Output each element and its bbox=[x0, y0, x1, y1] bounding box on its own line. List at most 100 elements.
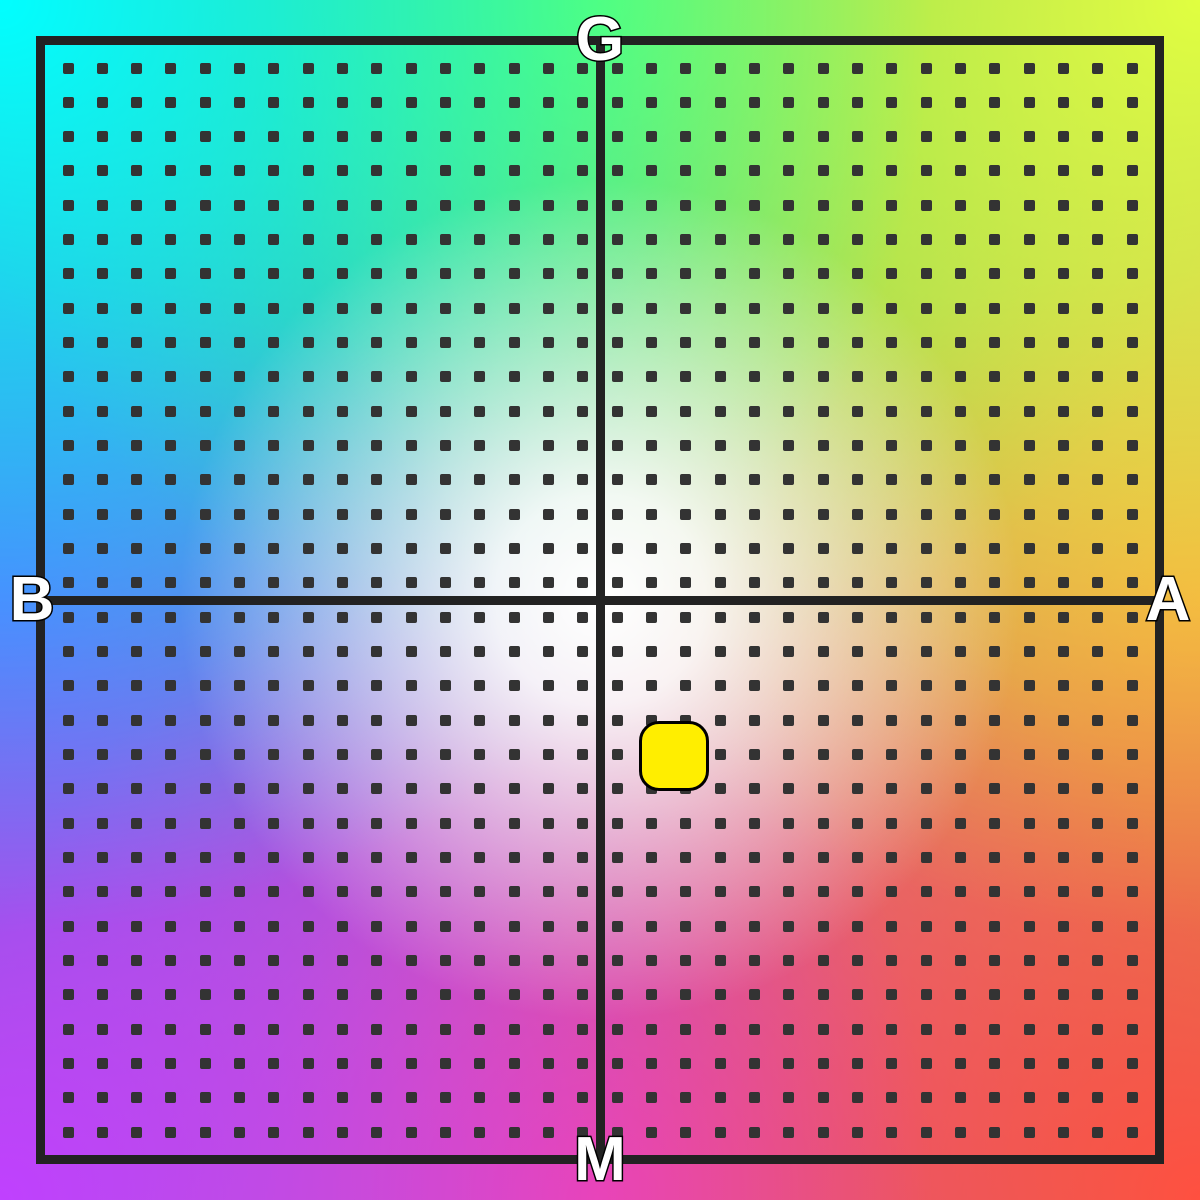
grid-dot bbox=[165, 1024, 176, 1035]
grid-dot bbox=[646, 165, 657, 176]
grid-dot bbox=[749, 1058, 760, 1069]
grid-dot bbox=[234, 921, 245, 932]
grid-dot bbox=[783, 406, 794, 417]
grid-dot bbox=[131, 97, 142, 108]
grid-dot bbox=[509, 440, 520, 451]
grid-dot bbox=[886, 612, 897, 623]
grid-dot bbox=[783, 200, 794, 211]
grid-dot bbox=[97, 955, 108, 966]
grid-dot bbox=[818, 509, 829, 520]
grid-dot bbox=[543, 577, 554, 588]
grid-dot bbox=[406, 749, 417, 760]
grid-dot bbox=[200, 406, 211, 417]
grid-dot bbox=[1092, 612, 1103, 623]
grid-dot bbox=[165, 474, 176, 485]
grid-dot bbox=[989, 1024, 1000, 1035]
grid-dot bbox=[921, 783, 932, 794]
grid-dot bbox=[406, 268, 417, 279]
grid-dot bbox=[715, 474, 726, 485]
grid-dot bbox=[337, 63, 348, 74]
grid-dot bbox=[303, 749, 314, 760]
grid-dot bbox=[852, 303, 863, 314]
grid-dot bbox=[268, 303, 279, 314]
grid-dot bbox=[1092, 680, 1103, 691]
grid-dot bbox=[1058, 886, 1069, 897]
grid-dot bbox=[371, 474, 382, 485]
grid-dot bbox=[749, 1024, 760, 1035]
grid-dot bbox=[1092, 406, 1103, 417]
grid-dot bbox=[1024, 440, 1035, 451]
grid-dot bbox=[268, 131, 279, 142]
grid-dot bbox=[234, 1092, 245, 1103]
grid-dot bbox=[680, 200, 691, 211]
grid-dot bbox=[337, 440, 348, 451]
grid-dot bbox=[543, 1024, 554, 1035]
grid-dot bbox=[97, 989, 108, 1000]
grid-dot bbox=[577, 1092, 588, 1103]
grid-dot bbox=[509, 955, 520, 966]
grid-dot bbox=[406, 886, 417, 897]
grid-dot bbox=[749, 200, 760, 211]
grid-dot bbox=[268, 371, 279, 382]
grid-dot bbox=[1058, 337, 1069, 348]
grid-dot bbox=[234, 509, 245, 520]
grid-dot bbox=[131, 303, 142, 314]
grid-dot bbox=[577, 406, 588, 417]
grid-dot bbox=[234, 818, 245, 829]
grid-dot bbox=[886, 989, 897, 1000]
grid-dot bbox=[612, 440, 623, 451]
grid-dot bbox=[852, 543, 863, 554]
grid-dot bbox=[1092, 783, 1103, 794]
grid-dot bbox=[715, 646, 726, 657]
grid-dot bbox=[715, 63, 726, 74]
grid-dot bbox=[1127, 97, 1138, 108]
grid-dot bbox=[303, 1058, 314, 1069]
grid-dot bbox=[303, 165, 314, 176]
grid-dot bbox=[612, 234, 623, 245]
grid-dot bbox=[234, 200, 245, 211]
grid-dot bbox=[474, 440, 485, 451]
grid-dot bbox=[268, 852, 279, 863]
grid-dot bbox=[818, 234, 829, 245]
grid-dot bbox=[165, 303, 176, 314]
grid-dot bbox=[1058, 852, 1069, 863]
grid-dot bbox=[97, 543, 108, 554]
grid-dot bbox=[783, 749, 794, 760]
grid-dot bbox=[165, 97, 176, 108]
grid-dot bbox=[200, 577, 211, 588]
horizontal-axis bbox=[36, 596, 1164, 605]
grid-dot bbox=[440, 818, 451, 829]
selection-marker[interactable] bbox=[639, 721, 709, 791]
grid-dot bbox=[371, 612, 382, 623]
grid-dot bbox=[818, 1024, 829, 1035]
grid-dot bbox=[955, 612, 966, 623]
grid-dot bbox=[337, 131, 348, 142]
grid-dot bbox=[543, 783, 554, 794]
grid-dot bbox=[371, 131, 382, 142]
grid-dot bbox=[921, 303, 932, 314]
grid-dot bbox=[406, 680, 417, 691]
grid-dot bbox=[612, 1024, 623, 1035]
grid-dot bbox=[474, 577, 485, 588]
grid-dot bbox=[509, 921, 520, 932]
grid-dot bbox=[303, 921, 314, 932]
grid-dot bbox=[474, 406, 485, 417]
grid-dot bbox=[1024, 577, 1035, 588]
grid-dot bbox=[234, 1127, 245, 1138]
grid-dot bbox=[852, 818, 863, 829]
grid-dot bbox=[646, 989, 657, 1000]
grid-dot bbox=[715, 200, 726, 211]
grid-dot bbox=[543, 165, 554, 176]
color-plane-diagram: GMBA bbox=[0, 0, 1200, 1200]
grid-dot bbox=[1058, 474, 1069, 485]
grid-dot bbox=[818, 577, 829, 588]
grid-dot bbox=[852, 749, 863, 760]
grid-dot bbox=[474, 852, 485, 863]
grid-dot bbox=[63, 1127, 74, 1138]
grid-dot bbox=[474, 989, 485, 1000]
grid-dot bbox=[97, 268, 108, 279]
grid-dot bbox=[63, 303, 74, 314]
grid-dot bbox=[509, 543, 520, 554]
grid-dot bbox=[749, 989, 760, 1000]
grid-dot bbox=[680, 1092, 691, 1103]
